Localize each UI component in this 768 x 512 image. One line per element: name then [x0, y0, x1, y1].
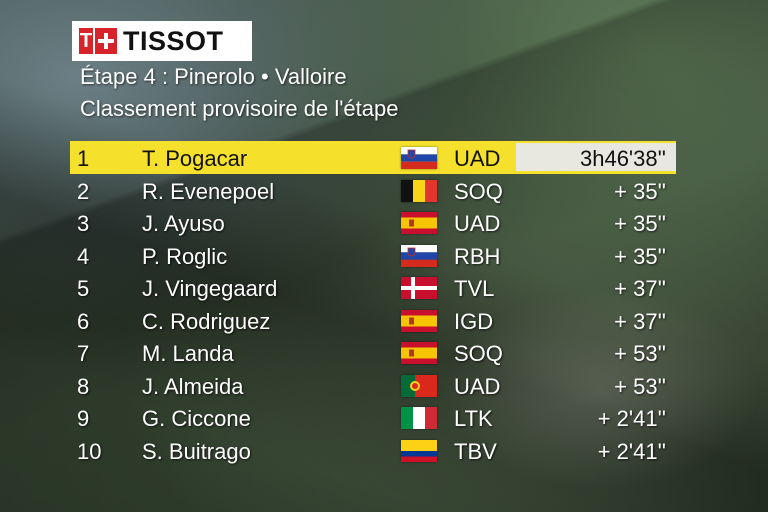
- rider-name: R. Evenepoel: [142, 178, 275, 204]
- rider-position: 7: [77, 341, 90, 366]
- team-code: SOQ: [454, 178, 503, 204]
- time-gap: + 37'': [614, 276, 666, 301]
- rider-position: 6: [77, 308, 90, 334]
- time-gap: + 35'': [614, 211, 666, 236]
- time-gap: + 2'41'': [597, 406, 666, 431]
- belgium-flag-icon: [401, 179, 437, 202]
- time-gap: + 2'41'': [597, 438, 666, 464]
- rider-name: T. Pogacar: [142, 146, 248, 171]
- team-code: IGD: [454, 308, 494, 334]
- standings-row: 10 S. Buitrago TBV + 2'41'': [70, 434, 676, 467]
- classification-title: Classement provisoire de l'étape: [80, 96, 399, 121]
- time-gap: + 53'': [614, 373, 666, 399]
- denmark-flag-icon: [401, 277, 437, 299]
- logo-brand-text: TISSOT: [123, 26, 224, 56]
- rider-name: J. Vingegaard: [142, 276, 278, 301]
- time-gap: + 35'': [614, 178, 666, 204]
- tissot-logo: T TISSOT: [72, 21, 252, 61]
- standings-row: 8 J. Almeida UAD + 53'': [70, 369, 676, 402]
- rider-name: M. Landa: [142, 341, 234, 366]
- colombia-flag-icon: [401, 439, 437, 462]
- team-code: TBV: [454, 438, 497, 464]
- time-gap: + 53'': [614, 341, 666, 366]
- rider-name: C. Rodriguez: [142, 308, 271, 334]
- rider-name: J. Ayuso: [142, 211, 225, 236]
- standings-row: 2 R. Evenepoel SOQ + 35'': [70, 174, 676, 207]
- team-code: RBH: [454, 243, 501, 269]
- rider-name: J. Almeida: [142, 373, 244, 399]
- spain-flag-icon: [401, 342, 437, 364]
- leader-time: 3h46'38'': [579, 146, 666, 171]
- rider-position: 10: [77, 438, 102, 464]
- rider-name: S. Buitrago: [142, 438, 251, 464]
- standings-row: 9 G. Ciccone LTK + 2'41'': [70, 401, 676, 434]
- rider-position: 2: [77, 178, 90, 204]
- rider-position: 4: [77, 243, 90, 269]
- rider-position: 8: [77, 373, 90, 399]
- slovenia-flag-icon: [401, 147, 437, 169]
- italy-flag-icon: [401, 407, 437, 429]
- time-gap: + 37'': [614, 308, 666, 334]
- standings-row-leader: 1 T. Pogacar UAD 3h46'38'': [70, 141, 676, 174]
- rider-position: 1: [77, 146, 90, 171]
- standings-row: 5 J. Vingegaard TVL + 37'': [70, 271, 676, 304]
- rider-position: 3: [77, 211, 90, 236]
- team-code: UAD: [454, 146, 501, 171]
- team-code: UAD: [454, 211, 501, 236]
- slovenia-flag-icon: [401, 244, 437, 267]
- spain-flag-icon: [401, 309, 437, 332]
- standings-row: 3 J. Ayuso UAD + 35'': [70, 206, 676, 239]
- rider-name: G. Ciccone: [142, 406, 251, 431]
- tissot-swiss-cross-icon: T: [79, 28, 117, 54]
- rider-position: 5: [77, 276, 90, 301]
- standings-row: 7 M. Landa SOQ + 53'': [70, 336, 676, 369]
- team-code: LTK: [454, 406, 493, 431]
- leader-time-box: [516, 143, 676, 171]
- spain-flag-icon: [401, 212, 437, 234]
- standings-row: 6 C. Rodriguez IGD + 37'': [70, 304, 676, 337]
- team-code: UAD: [454, 373, 501, 399]
- time-gap: + 35'': [614, 243, 666, 269]
- rider-name: P. Roglic: [142, 243, 228, 269]
- portugal-flag-icon: [401, 374, 437, 397]
- standings-row: 4 P. Roglic RBH + 35'': [70, 239, 676, 272]
- village-background: [440, 290, 760, 490]
- rider-position: 9: [77, 406, 90, 431]
- team-code: TVL: [454, 276, 495, 301]
- standings-table: 1 T. Pogacar UAD 3h46'38'' 2 R. Evenepoel SOQ +…: [70, 141, 676, 466]
- team-code: SOQ: [454, 341, 503, 366]
- stage-title: Étape 4 : Pinerolo • Valloire: [80, 64, 347, 89]
